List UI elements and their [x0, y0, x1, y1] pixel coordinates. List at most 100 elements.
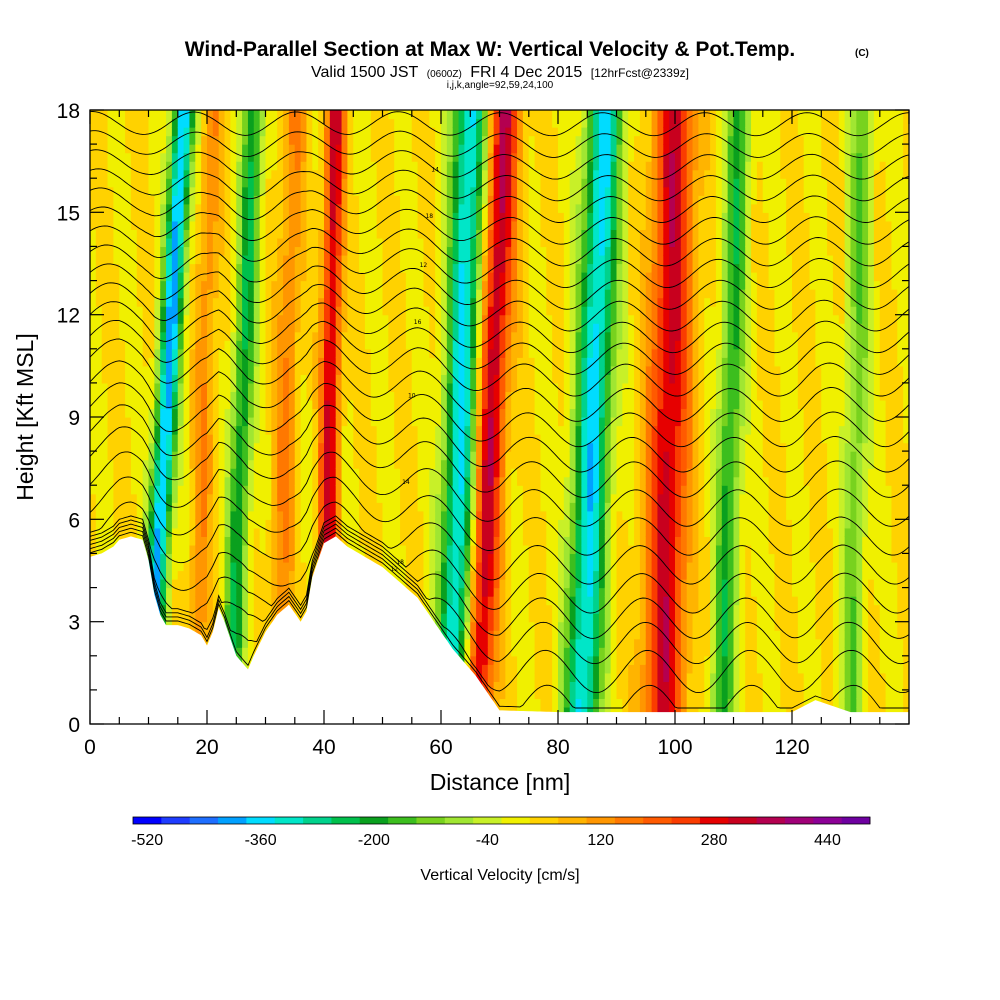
w-cell	[335, 374, 343, 384]
w-cell	[382, 161, 389, 171]
w-cell	[101, 169, 109, 179]
w-cell	[207, 161, 214, 171]
w-cell	[166, 434, 173, 444]
w-cell	[183, 544, 191, 555]
w-cell	[347, 144, 354, 154]
w-cell	[253, 630, 261, 640]
w-cell	[429, 408, 436, 418]
w-cell	[177, 272, 185, 282]
w-cell	[166, 127, 173, 137]
w-cell	[288, 212, 296, 222]
w-cell	[400, 144, 407, 154]
w-cell	[353, 212, 360, 222]
w-cell	[394, 417, 401, 427]
w-cell	[294, 152, 302, 162]
w-cell	[265, 331, 272, 341]
w-cell	[177, 527, 185, 537]
w-cell	[195, 348, 202, 358]
w-cell	[423, 323, 430, 333]
w-cell	[259, 178, 267, 188]
w-cell	[107, 254, 114, 265]
w-cell	[429, 382, 436, 393]
w-cell	[423, 502, 430, 512]
w-cell	[277, 434, 284, 444]
w-cell	[423, 493, 430, 503]
w-cell	[212, 178, 220, 188]
w-cell	[247, 613, 255, 623]
w-cell	[306, 272, 313, 282]
w-cell	[464, 237, 471, 248]
w-cell	[400, 272, 407, 282]
w-cell	[101, 493, 109, 503]
w-cell	[101, 306, 109, 316]
w-cell	[189, 306, 196, 316]
w-cell	[113, 289, 120, 299]
w-cell	[405, 442, 413, 452]
w-cell	[189, 348, 196, 358]
w-cell	[405, 331, 413, 341]
w-cell	[212, 272, 220, 282]
w-cell	[487, 544, 495, 555]
w-cell	[452, 408, 460, 418]
w-cell	[90, 510, 97, 520]
w-cell	[476, 280, 483, 290]
w-cell	[423, 246, 430, 256]
w-cell	[207, 127, 214, 137]
w-cell	[341, 135, 348, 145]
w-cell	[441, 195, 448, 205]
w-cell	[364, 493, 372, 503]
w-cell	[429, 417, 436, 427]
w-cell	[230, 613, 237, 623]
w-cell	[247, 374, 255, 384]
w-cell	[353, 118, 360, 128]
w-cell	[394, 161, 401, 171]
w-cell	[212, 561, 220, 572]
w-cell	[300, 519, 308, 529]
w-cell	[218, 340, 226, 350]
w-cell	[283, 553, 290, 563]
w-cell	[370, 144, 378, 154]
w-cell	[166, 417, 173, 427]
w-cell	[95, 178, 103, 188]
w-cell	[476, 203, 483, 213]
w-cell	[370, 237, 378, 248]
w-cell	[201, 280, 208, 290]
w-cell	[324, 374, 331, 384]
w-cell	[441, 621, 448, 631]
w-cell	[370, 212, 378, 222]
w-cell	[394, 272, 401, 282]
w-cell	[212, 203, 220, 213]
w-cell	[90, 297, 97, 307]
w-cell	[429, 246, 436, 256]
w-cell	[171, 596, 179, 606]
w-cell	[429, 229, 436, 239]
w-cell	[218, 485, 226, 495]
w-cell	[423, 178, 430, 188]
w-cell	[283, 348, 290, 358]
w-cell	[318, 365, 325, 375]
w-cell	[405, 144, 413, 154]
w-cell	[353, 169, 360, 179]
w-cell	[236, 459, 243, 469]
w-cell	[136, 169, 144, 179]
w-cell	[487, 681, 495, 691]
w-cell	[347, 357, 354, 367]
w-cell	[218, 263, 226, 273]
w-cell	[411, 220, 419, 230]
w-cell	[324, 178, 331, 188]
w-cell	[195, 502, 202, 512]
w-cell	[136, 297, 144, 307]
w-cell	[224, 391, 231, 401]
w-cell	[382, 289, 389, 299]
w-cell	[183, 451, 191, 461]
w-cell	[247, 655, 255, 665]
w-cell	[125, 135, 132, 145]
w-cell	[177, 365, 185, 375]
w-cell	[300, 127, 308, 137]
w-cell	[481, 357, 489, 367]
w-cell	[148, 246, 155, 256]
w-cell	[253, 374, 261, 384]
w-cell	[458, 502, 465, 512]
w-cell	[470, 468, 477, 478]
w-cell	[218, 425, 226, 435]
